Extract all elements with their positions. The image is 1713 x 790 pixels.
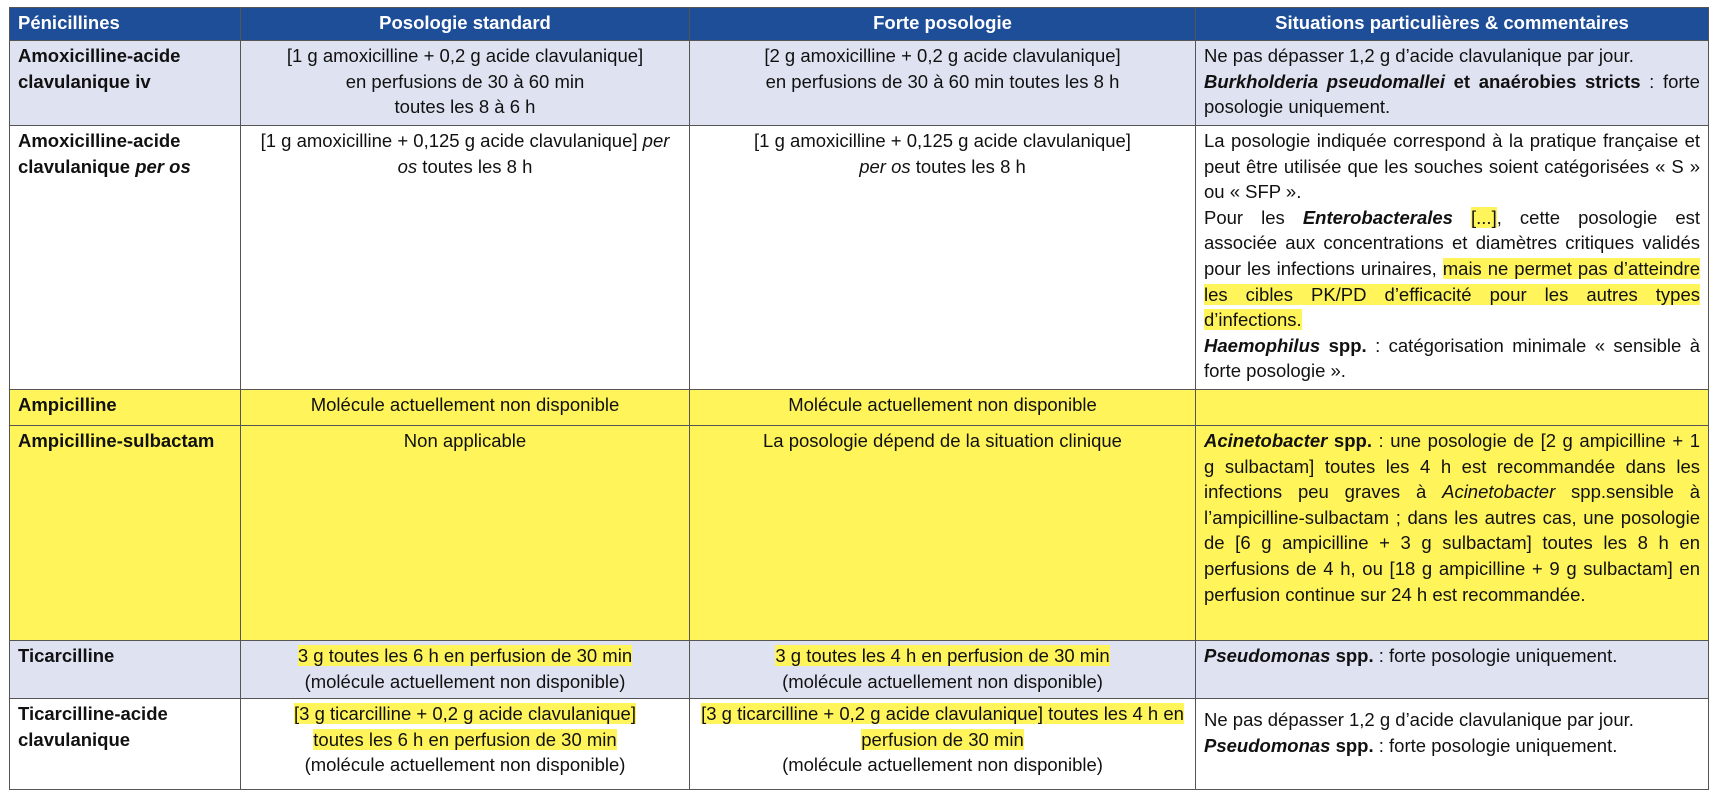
cell: [1 g amoxicilline + 0,125 g acide clavul… [689, 125, 1196, 390]
cell: Ticarcilline-acide clavulanique [9, 698, 241, 790]
text: Ampicilline-sulbactam [18, 430, 215, 451]
highlight: mais ne permet pas d’atteindre les cible… [1204, 257, 1701, 331]
row: Amoxicilline-acide clavulanique iv [1 g … [9, 40, 1709, 126]
text: Molécule actuellement non disponible [310, 394, 620, 415]
text: : forte posologie uniquement. [1204, 70, 1700, 118]
text: Ticarcilline [18, 645, 115, 666]
row: Ticarcilline 3 g toutes les 6 h en perfu… [9, 639, 1709, 700]
text: Acinetobacter [1204, 430, 1328, 451]
cell: Ampicilline [9, 389, 241, 426]
header-row: Pénicillines Posologie standard Forte po… [9, 7, 1709, 41]
text: per os [859, 155, 911, 177]
cell: Pseudomonas spp. : forte posologie uniqu… [1195, 639, 1709, 700]
text: Ampicilline [18, 394, 117, 415]
text: Enterobacterales [1302, 206, 1453, 228]
cell: Molécule actuellement non disponible [689, 389, 1196, 426]
cell: Ticarcilline [9, 639, 241, 700]
text: spp. [1327, 430, 1372, 451]
cell: Amoxicilline-acide clavulanique per os [9, 125, 241, 390]
row: Amoxicilline-acide clavulanique per os [… [9, 125, 1709, 390]
cell: [3 g ticarcilline + 0,2 g acide clavulan… [240, 698, 690, 790]
text: per os [397, 130, 670, 177]
text: Ne pas dépasser 1,2 g d’acide clavulaniq… [1204, 45, 1634, 66]
text: Pseudomonas [1204, 734, 1331, 756]
header-cell: Forte posologie [689, 7, 1196, 41]
highlight: [3 g ticarcilline + 0,2 g acide clavulan… [294, 703, 636, 725]
text: [1 g amoxicilline + 0,125 g acide clavul… [754, 130, 1131, 151]
highlight: 3 g toutes les 4 h en perfusion de 30 mi… [775, 645, 1110, 666]
text: Amoxicilline-acide clavulanique [18, 130, 186, 177]
row: Ticarcilline-acide clavulanique [3 g tic… [9, 698, 1709, 790]
header-cell: Posologie standard [240, 7, 690, 41]
cell: 3 g toutes les 4 h en perfusion de 30 mi… [689, 639, 1196, 700]
text: [1 g amoxicilline + 0,125 g acide clavul… [260, 130, 643, 151]
text: , cette posologie est associée aux conce… [1204, 206, 1700, 279]
cell: Ampicilline-sulbactam [9, 425, 241, 641]
highlight: 3 g toutes les 6 h en perfusion de 30 mi… [297, 645, 633, 666]
text: Burkholderia pseudomallei [1204, 70, 1445, 92]
text: Molécule actuellement non disponible [788, 394, 1097, 415]
text: : une posologie de [2 g ampicilline + 1 … [1204, 430, 1700, 503]
text: spp.sensible à l’ampicilline-sulbactam ;… [1204, 481, 1700, 605]
text: toutes les 8 à 6 h [394, 96, 536, 118]
cell: Non applicable [240, 425, 690, 641]
text: spp. [1330, 734, 1374, 756]
text: : forte posologie uniquement. [1373, 645, 1618, 666]
text: La posologie dépend de la situation clin… [763, 430, 1122, 451]
cell [1195, 389, 1709, 426]
text: et anaérobies stricts [1444, 70, 1641, 92]
cell: Molécule actuellement non disponible [240, 389, 690, 426]
text: [1 g amoxicilline + 0,2 g acide clavulan… [286, 45, 644, 66]
text: Ticarcilline-acide clavulanique [18, 703, 168, 750]
text: en perfusions de 30 à 60 min [345, 70, 585, 92]
text: (molécule actuellement non disponible) [782, 754, 1103, 776]
cell: [1 g amoxicilline + 0,2 g acide clavulan… [240, 40, 690, 126]
text: Pseudomonas [1204, 645, 1331, 666]
highlight: toutes les 6 h en perfusion de 30 min [313, 728, 617, 750]
row: Ampicilline Molécule actuellement non di… [9, 389, 1709, 426]
text: Non applicable [403, 430, 527, 451]
text: Amoxicilline-acide clavulanique iv [18, 45, 181, 92]
text: : catégorisation minimale « sensible à f… [1204, 334, 1701, 382]
text: spp. [1330, 645, 1374, 666]
header-cell: Pénicillines [9, 7, 241, 41]
text: toutes les 8 h [910, 155, 1026, 177]
cell: Acinetobacter spp. : une posologie de [2… [1195, 425, 1709, 641]
cell: [2 g amoxicilline + 0,2 g acide clavulan… [689, 40, 1196, 126]
highlight: [3 g ticarcilline + 0,2 g acide clavulan… [701, 703, 1184, 750]
text: La posologie indiquée correspond à la pr… [1204, 130, 1700, 203]
text: (molécule actuellement non disponible) [304, 754, 626, 776]
dosage-table: Pénicillines Posologie standard Forte po… [9, 7, 1709, 790]
text: per os [135, 155, 191, 177]
cell: [1 g amoxicilline + 0,125 g acide clavul… [240, 125, 690, 390]
text: toutes les 8 h [417, 155, 533, 177]
row: Ampicilline-sulbactam Non applicable La … [9, 425, 1709, 641]
text: : forte posologie uniquement. [1373, 734, 1618, 756]
text: Ne pas dépasser 1,2 g d’acide clavulaniq… [1204, 709, 1634, 731]
header-cell: Situations particulières & commentaires [1195, 7, 1709, 41]
cell: Ne pas dépasser 1,2 g d’acide clavulaniq… [1195, 698, 1709, 790]
cell: 3 g toutes les 6 h en perfusion de 30 mi… [240, 639, 690, 700]
highlight: [...] [1471, 206, 1497, 228]
cell: La posologie dépend de la situation clin… [689, 425, 1196, 641]
text: Haemophilus [1204, 334, 1321, 356]
cell: Amoxicilline-acide clavulanique iv [9, 40, 241, 126]
text: en perfusions de 30 à 60 min toutes les … [765, 70, 1120, 92]
text: Acinetobacter [1442, 481, 1556, 503]
cell: La posologie indiquée correspond à la pr… [1195, 125, 1709, 390]
cell: [3 g ticarcilline + 0,2 g acide clavulan… [689, 698, 1196, 790]
text: spp. [1320, 334, 1367, 356]
text: (molécule actuellement non disponible) [782, 670, 1103, 692]
text: [2 g amoxicilline + 0,2 g acide clavulan… [764, 45, 1121, 66]
text: (molécule actuellement non disponible) [304, 670, 626, 692]
cell: Ne pas dépasser 1,2 g d’acide clavulaniq… [1195, 40, 1709, 126]
text: Pour les [1204, 206, 1303, 228]
